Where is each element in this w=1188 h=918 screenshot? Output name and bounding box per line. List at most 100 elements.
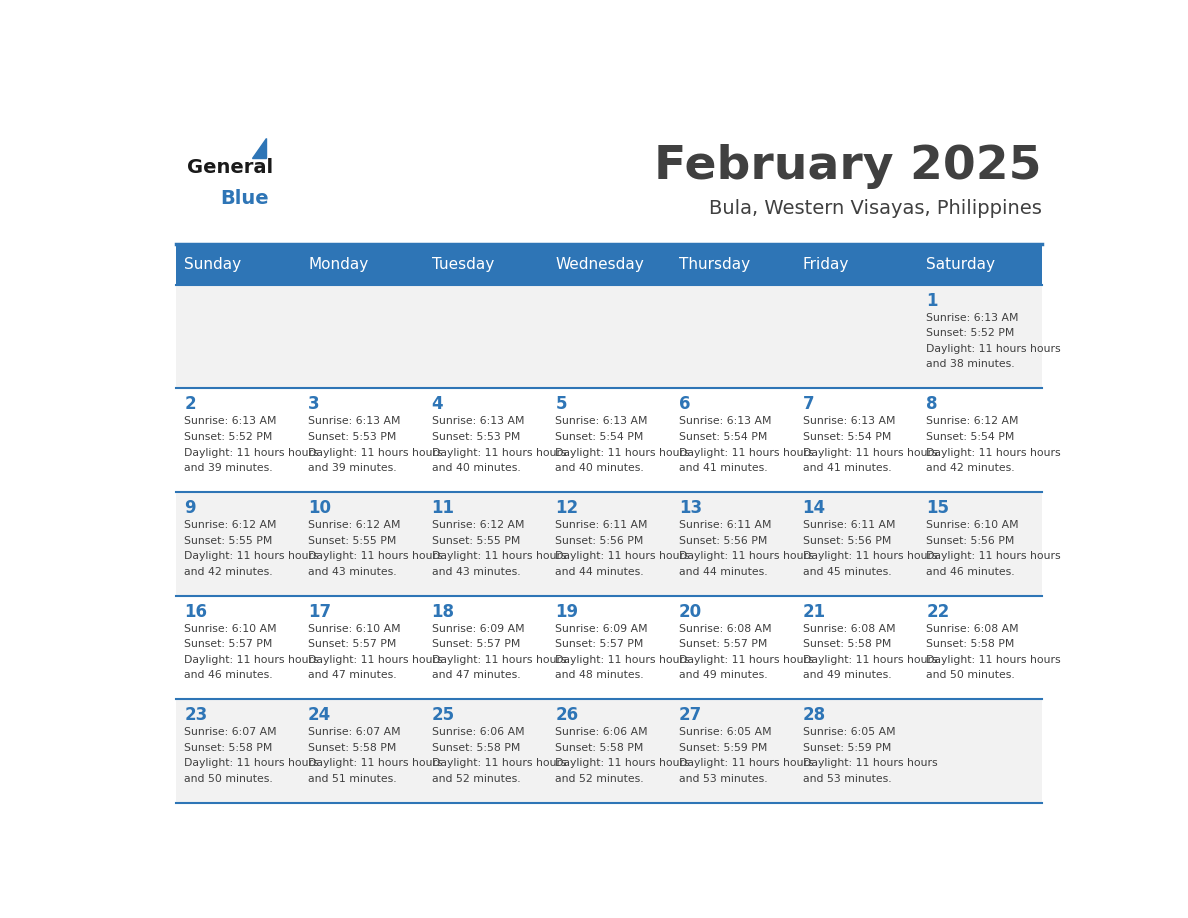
Text: Daylight: 11 hours hours: Daylight: 11 hours hours [555,448,690,457]
Bar [176,700,299,803]
Bar [795,285,918,388]
Bar [795,492,918,596]
Text: Daylight: 11 hours hours: Daylight: 11 hours hours [184,448,320,457]
Text: Daylight: 11 hours hours: Daylight: 11 hours hours [431,655,567,665]
Bar [546,388,671,492]
Text: and 43 minutes.: and 43 minutes. [308,566,397,577]
Bar [423,700,546,803]
Text: Sunset: 5:55 PM: Sunset: 5:55 PM [184,535,273,545]
Text: Daylight: 11 hours hours: Daylight: 11 hours hours [184,655,320,665]
Text: Sunset: 5:58 PM: Sunset: 5:58 PM [184,743,273,753]
Text: Wednesday: Wednesday [555,257,644,272]
Text: Sunset: 5:59 PM: Sunset: 5:59 PM [803,743,891,753]
Text: Daylight: 11 hours hours: Daylight: 11 hours hours [308,655,443,665]
Bar [795,388,918,492]
Text: Sunrise: 6:12 AM: Sunrise: 6:12 AM [184,521,277,530]
Text: Sunrise: 6:13 AM: Sunrise: 6:13 AM [803,417,895,427]
Bar [795,244,918,285]
Text: Daylight: 11 hours hours: Daylight: 11 hours hours [431,551,567,561]
Text: 23: 23 [184,706,208,724]
Bar [299,596,423,700]
Text: and 43 minutes.: and 43 minutes. [431,566,520,577]
Text: and 47 minutes.: and 47 minutes. [308,670,397,680]
Text: Sunrise: 6:13 AM: Sunrise: 6:13 AM [431,417,524,427]
Text: Sunset: 5:58 PM: Sunset: 5:58 PM [555,743,644,753]
Text: Sunrise: 6:08 AM: Sunrise: 6:08 AM [803,623,896,633]
Text: Daylight: 11 hours hours: Daylight: 11 hours hours [927,551,1061,561]
Text: 9: 9 [184,499,196,517]
Text: Daylight: 11 hours hours: Daylight: 11 hours hours [927,448,1061,457]
Bar [795,596,918,700]
Text: and 45 minutes.: and 45 minutes. [803,566,891,577]
Bar [918,596,1042,700]
Bar [299,492,423,596]
Text: 14: 14 [803,499,826,517]
Text: Sunrise: 6:11 AM: Sunrise: 6:11 AM [680,521,771,530]
Text: Daylight: 11 hours hours: Daylight: 11 hours hours [927,655,1061,665]
Text: Tuesday: Tuesday [431,257,494,272]
Text: Sunrise: 6:11 AM: Sunrise: 6:11 AM [803,521,895,530]
Text: 13: 13 [680,499,702,517]
Text: Daylight: 11 hours hours: Daylight: 11 hours hours [555,758,690,768]
Text: Sunrise: 6:05 AM: Sunrise: 6:05 AM [680,727,771,737]
Text: 4: 4 [431,396,443,413]
Bar [671,596,795,700]
Text: Daylight: 11 hours hours: Daylight: 11 hours hours [680,448,814,457]
Text: 26: 26 [555,706,579,724]
Text: Sunrise: 6:12 AM: Sunrise: 6:12 AM [308,521,400,530]
Text: and 51 minutes.: and 51 minutes. [308,774,397,784]
Text: Sunrise: 6:08 AM: Sunrise: 6:08 AM [927,623,1019,633]
Bar [918,285,1042,388]
Text: Daylight: 11 hours hours: Daylight: 11 hours hours [308,551,443,561]
Bar [546,492,671,596]
Text: Thursday: Thursday [680,257,750,272]
Text: and 52 minutes.: and 52 minutes. [555,774,644,784]
Text: Sunset: 5:55 PM: Sunset: 5:55 PM [308,535,397,545]
Text: and 41 minutes.: and 41 minutes. [803,463,891,473]
Text: and 52 minutes.: and 52 minutes. [431,774,520,784]
Text: Sunset: 5:53 PM: Sunset: 5:53 PM [431,432,520,442]
Text: and 39 minutes.: and 39 minutes. [184,463,273,473]
Text: 16: 16 [184,603,208,621]
Text: Sunrise: 6:05 AM: Sunrise: 6:05 AM [803,727,896,737]
Text: 3: 3 [308,396,320,413]
Text: 20: 20 [680,603,702,621]
Text: Daylight: 11 hours hours: Daylight: 11 hours hours [555,551,690,561]
Text: Sunset: 5:57 PM: Sunset: 5:57 PM [680,639,767,649]
Text: 5: 5 [555,396,567,413]
Text: Sunset: 5:54 PM: Sunset: 5:54 PM [555,432,644,442]
Bar [176,596,299,700]
Text: 19: 19 [555,603,579,621]
Text: Sunset: 5:57 PM: Sunset: 5:57 PM [555,639,644,649]
Text: Sunset: 5:52 PM: Sunset: 5:52 PM [927,329,1015,339]
Text: Sunday: Sunday [184,257,241,272]
Text: Sunset: 5:52 PM: Sunset: 5:52 PM [184,432,273,442]
Bar [671,700,795,803]
Text: and 49 minutes.: and 49 minutes. [803,670,891,680]
Text: Daylight: 11 hours hours: Daylight: 11 hours hours [680,758,814,768]
Text: 6: 6 [680,396,690,413]
Bar [423,492,546,596]
Text: Sunset: 5:58 PM: Sunset: 5:58 PM [803,639,891,649]
Text: Sunrise: 6:13 AM: Sunrise: 6:13 AM [184,417,277,427]
Bar [671,244,795,285]
Text: Sunrise: 6:07 AM: Sunrise: 6:07 AM [184,727,277,737]
Text: Sunrise: 6:12 AM: Sunrise: 6:12 AM [431,521,524,530]
Text: Sunrise: 6:13 AM: Sunrise: 6:13 AM [680,417,771,427]
Text: and 39 minutes.: and 39 minutes. [308,463,397,473]
Text: and 53 minutes.: and 53 minutes. [803,774,891,784]
Text: Daylight: 11 hours hours: Daylight: 11 hours hours [184,551,320,561]
Text: 15: 15 [927,499,949,517]
Text: 28: 28 [803,706,826,724]
Bar [546,596,671,700]
Text: and 47 minutes.: and 47 minutes. [431,670,520,680]
Text: and 40 minutes.: and 40 minutes. [431,463,520,473]
Bar [176,492,299,596]
Bar [795,700,918,803]
Text: Sunrise: 6:12 AM: Sunrise: 6:12 AM [927,417,1019,427]
Text: Sunset: 5:53 PM: Sunset: 5:53 PM [308,432,397,442]
Text: 12: 12 [555,499,579,517]
Text: 7: 7 [803,396,814,413]
Text: Daylight: 11 hours hours: Daylight: 11 hours hours [803,551,937,561]
Bar [299,388,423,492]
